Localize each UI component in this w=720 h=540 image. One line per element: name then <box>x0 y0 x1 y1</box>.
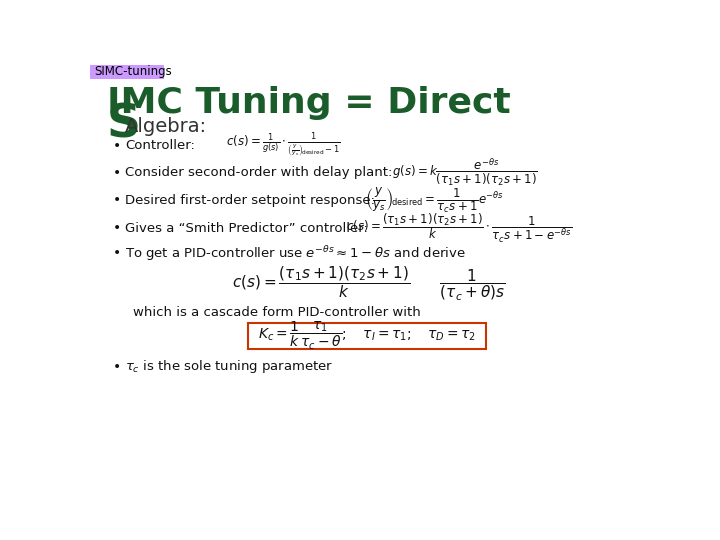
Text: $c(s) = \dfrac{(\tau_1 s+1)(\tau_2 s+1)}{k} \cdot \dfrac{1}{\tau_c s+1-e^{-\thet: $c(s) = \dfrac{(\tau_1 s+1)(\tau_2 s+1)}… <box>346 212 572 245</box>
Text: Algebra:: Algebra: <box>125 117 207 136</box>
Text: SIMC-tunings: SIMC-tunings <box>94 65 171 78</box>
Text: Gives a “Smith Predictor” controller:: Gives a “Smith Predictor” controller: <box>125 221 368 234</box>
Text: To get a PID-controller use $e^{-\theta s} \approx 1 - \theta s$ and derive: To get a PID-controller use $e^{-\theta … <box>125 244 466 263</box>
Text: $c(s) = \dfrac{(\tau_1 s+1)(\tau_2 s+1)}{k} \qquad \dfrac{1}{(\tau_c+\theta)s}$: $c(s) = \dfrac{(\tau_1 s+1)(\tau_2 s+1)}… <box>233 265 505 303</box>
Text: $K_c = \dfrac{1}{k}\dfrac{\tau_1}{\tau_c - \theta};\quad \tau_I = \tau_1;\quad \: $K_c = \dfrac{1}{k}\dfrac{\tau_1}{\tau_c… <box>258 320 477 352</box>
Text: $\left(\dfrac{y}{y_s}\right)_{\!\mathrm{desired}} = \dfrac{1}{\tau_c s+1}e^{-\th: $\left(\dfrac{y}{y_s}\right)_{\!\mathrm{… <box>365 186 504 215</box>
Text: •: • <box>113 166 122 180</box>
Text: Consider second-order with delay plant:: Consider second-order with delay plant: <box>125 166 392 179</box>
FancyBboxPatch shape <box>90 65 163 79</box>
Text: Desired first-order setpoint response:: Desired first-order setpoint response: <box>125 194 375 207</box>
Text: •: • <box>113 360 122 374</box>
Text: S: S <box>107 103 141 147</box>
Text: $\tau_c$ is the sole tuning parameter: $\tau_c$ is the sole tuning parameter <box>125 358 333 375</box>
Text: •: • <box>113 193 122 207</box>
Text: Controller:: Controller: <box>125 139 194 152</box>
Text: •: • <box>113 221 122 235</box>
Text: •: • <box>113 139 122 153</box>
Text: IMC Tuning = Direct: IMC Tuning = Direct <box>107 86 510 120</box>
Text: which is a cascade form PID-controller with: which is a cascade form PID-controller w… <box>132 306 420 319</box>
Text: $c(s) = \frac{1}{g(s)} \cdot \frac{1}{\left(\frac{y}{y_s}\right)_{\!\mathrm{desi: $c(s) = \frac{1}{g(s)} \cdot \frac{1}{\l… <box>225 132 340 159</box>
Text: $g(s) = k\dfrac{e^{-\theta s}}{(\tau_1 s+1)(\tau_2 s+1)}$: $g(s) = k\dfrac{e^{-\theta s}}{(\tau_1 s… <box>392 157 538 189</box>
FancyBboxPatch shape <box>248 323 486 349</box>
Text: •: • <box>113 246 122 260</box>
